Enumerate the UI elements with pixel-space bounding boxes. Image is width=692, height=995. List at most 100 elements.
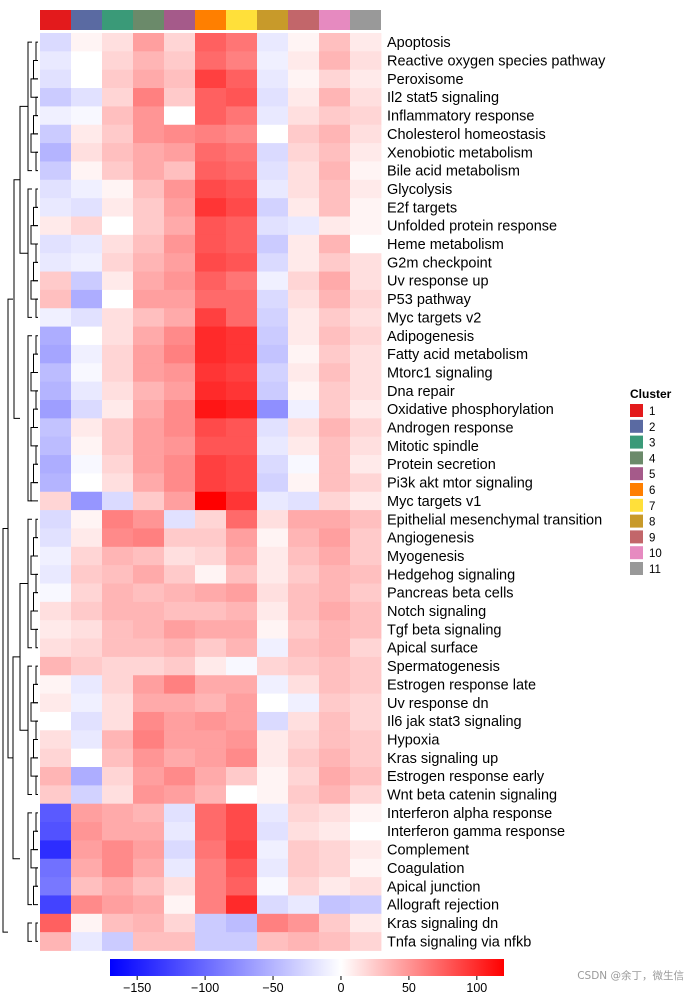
row-label: Mtorc1 signaling xyxy=(387,365,493,381)
dendrogram-branch xyxy=(35,720,38,740)
heatmap-cell xyxy=(288,565,320,584)
heatmap-cell xyxy=(102,565,134,584)
heatmap-cell xyxy=(288,88,320,107)
heatmap-cell xyxy=(195,473,227,493)
row-label: Estrogen response late xyxy=(387,677,536,693)
heatmap-cell xyxy=(133,803,165,823)
row-label: Apical junction xyxy=(387,879,481,895)
heatmap-cell xyxy=(319,601,351,621)
heatmap-cell xyxy=(226,106,258,126)
heatmap-cell xyxy=(319,51,351,71)
heatmap-cell xyxy=(71,143,103,162)
heatmap-cell xyxy=(195,271,227,291)
heatmap-cell xyxy=(71,510,103,529)
heatmap-cell xyxy=(288,913,320,933)
heatmap-cell xyxy=(40,748,72,768)
row-label: Pancreas beta cells xyxy=(387,586,514,602)
heatmap-cell xyxy=(319,785,351,805)
heatmap-cell xyxy=(195,491,227,511)
heatmap-cell xyxy=(133,455,165,474)
heatmap-cell xyxy=(226,620,258,639)
heatmap-cell xyxy=(257,88,289,107)
heatmap-cell xyxy=(257,143,289,162)
heatmap-cell xyxy=(195,400,227,419)
row-labels: Apoptosis Reactive oxygen species pathway… xyxy=(387,35,606,950)
heatmap-cell xyxy=(257,528,289,548)
heatmap-cell xyxy=(257,179,289,199)
heatmap-cell xyxy=(164,693,196,713)
heatmap-cell xyxy=(195,88,227,107)
heatmap-cell xyxy=(102,638,134,658)
heatmap-cell xyxy=(195,785,227,805)
heatmap-cell xyxy=(257,344,289,364)
heatmap-cell xyxy=(133,932,165,951)
heatmap-cell xyxy=(71,326,103,346)
heatmap-cell xyxy=(257,253,289,272)
dendrogram-branch xyxy=(7,298,13,759)
heatmap-cell xyxy=(226,877,258,896)
heatmap-cell xyxy=(102,418,134,438)
heatmap-cell xyxy=(133,69,165,89)
heatmap-cell xyxy=(133,767,165,786)
row-label: Epithelial mesenchymal transition xyxy=(387,512,602,528)
heatmap-cell xyxy=(257,400,289,419)
cluster-legend-label-10: 10 xyxy=(649,548,662,560)
heatmap-cell xyxy=(102,161,134,181)
heatmap-cell xyxy=(195,913,227,933)
heatmap-cell xyxy=(40,308,72,327)
heatmap-cell xyxy=(257,326,289,346)
heatmap-cell xyxy=(288,234,320,254)
heatmap-cell xyxy=(226,179,258,199)
row-label: Protein secretion xyxy=(387,457,496,473)
heatmap-cell xyxy=(133,106,165,126)
heatmap-cell xyxy=(102,822,134,841)
cluster-bar-1 xyxy=(40,10,71,30)
heatmap-cell xyxy=(350,491,382,511)
heatmap-cell xyxy=(350,51,382,71)
heatmap-cell xyxy=(319,308,351,327)
heatmap-cell xyxy=(71,179,103,199)
heatmap-cell xyxy=(195,932,227,951)
heatmap-cell xyxy=(226,33,258,52)
colorbar: −150 −100 −50 0 50 100 xyxy=(110,959,504,995)
row-label: Heme metabolism xyxy=(387,237,504,253)
cluster-legend-swatch-4 xyxy=(630,451,643,465)
heatmap-cell xyxy=(164,161,196,181)
heatmap-cell xyxy=(257,33,289,52)
heatmap-cell xyxy=(226,271,258,291)
heatmap-cell xyxy=(195,767,227,786)
heatmap-cell xyxy=(350,344,382,364)
heatmap-cell xyxy=(71,400,103,419)
cluster-legend-label-11: 11 xyxy=(649,564,661,576)
heatmap-cell xyxy=(40,253,72,272)
heatmap-cell xyxy=(195,693,227,713)
heatmap-cell xyxy=(319,161,351,181)
heatmap-cell xyxy=(350,308,382,327)
heatmap-cell xyxy=(257,620,289,639)
heatmap-cell xyxy=(102,785,134,805)
heatmap-cell xyxy=(71,675,103,694)
heatmap-cell xyxy=(226,455,258,474)
heatmap-cell xyxy=(71,234,103,254)
heatmap-cell xyxy=(71,748,103,768)
heatmap-cell xyxy=(195,803,227,823)
heatmap-cell xyxy=(133,33,165,52)
heatmap-cell xyxy=(350,69,382,89)
heatmap-cell xyxy=(164,381,196,401)
heatmap-cell xyxy=(164,895,196,915)
heatmap-cell xyxy=(350,161,382,181)
dendrogram-branch xyxy=(30,78,38,98)
colorbar-tick-label: 0 xyxy=(337,981,344,995)
heatmap-cell xyxy=(40,656,72,676)
heatmap-cell xyxy=(164,271,196,291)
heatmap-cell xyxy=(133,638,165,658)
heatmap-cell xyxy=(226,840,258,860)
heatmap-cell xyxy=(133,748,165,768)
heatmap-cell xyxy=(71,803,103,823)
heatmap-cell xyxy=(71,620,103,639)
dendrogram-branch xyxy=(30,555,38,575)
heatmap-cell xyxy=(319,106,351,126)
heatmap-cell xyxy=(133,271,165,291)
heatmap-cell xyxy=(226,913,258,933)
heatmap-cell xyxy=(350,895,382,915)
